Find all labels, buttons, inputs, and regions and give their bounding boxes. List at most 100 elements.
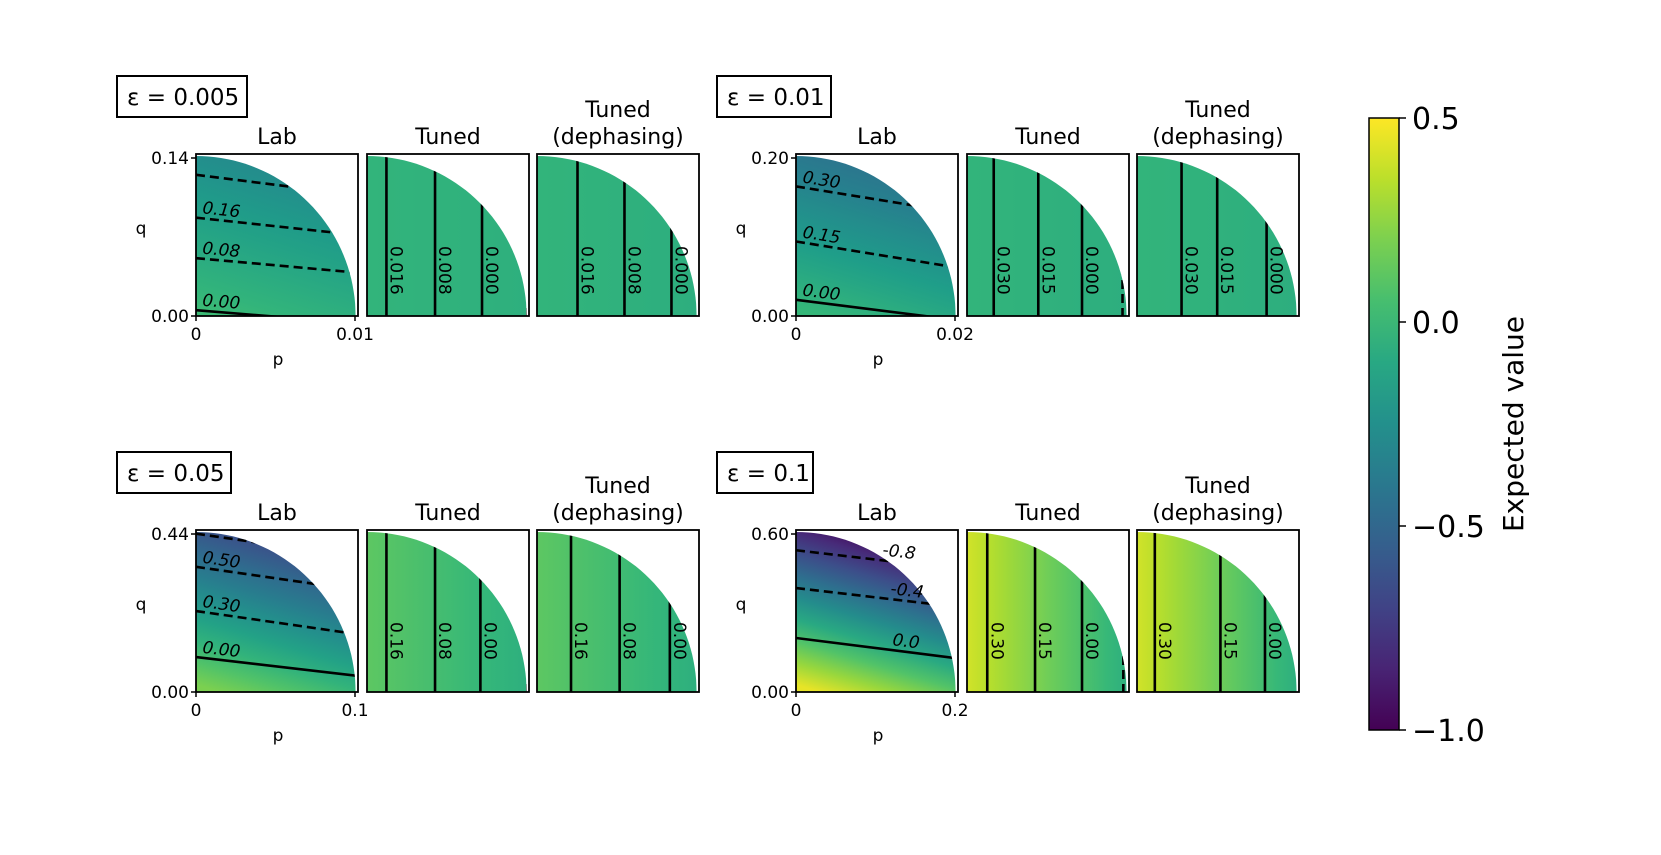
panel-frame bbox=[1136, 153, 1300, 317]
contour-label: 0.030 bbox=[993, 246, 1013, 295]
contour-label: 0.008 bbox=[623, 246, 643, 295]
panel-3-3: 0.16 0.08 0.00 Tuned(dephasing) bbox=[536, 474, 700, 693]
contour-label: -0.8 bbox=[881, 540, 916, 564]
contour-label: 0.15 bbox=[1034, 622, 1054, 660]
contour-line bbox=[796, 636, 956, 660]
heatmap-region bbox=[967, 156, 1127, 316]
x-tick-label: 0.1 bbox=[341, 701, 368, 721]
y-axis-label: q bbox=[136, 595, 147, 615]
contour-label: 0.016 bbox=[385, 246, 405, 295]
contours bbox=[196, 173, 356, 316]
panel-title: (dephasing) bbox=[1152, 501, 1284, 526]
epsilon-box bbox=[716, 451, 814, 494]
y-tick-label: 0.60 bbox=[751, 525, 789, 545]
contour-label: 0.015 bbox=[1216, 246, 1236, 295]
contour-label: 0.015 bbox=[1037, 246, 1057, 295]
heatmap-region bbox=[967, 532, 1127, 692]
contour-label: 0.30 bbox=[1154, 622, 1174, 660]
heatmap-region bbox=[796, 156, 956, 316]
panel-4-3: 0.30 0.15 0.00 Tuned(dephasing) bbox=[1136, 474, 1300, 693]
contour-line bbox=[196, 308, 356, 316]
contour-label: 0.16 bbox=[570, 622, 590, 660]
epsilon-label: ε = 0.01 bbox=[727, 85, 825, 111]
contour-label: 0.16 bbox=[201, 198, 241, 222]
panel-frame bbox=[795, 153, 959, 317]
panel-frame bbox=[966, 529, 1130, 693]
contour-label: 0.00 bbox=[1081, 622, 1101, 660]
contour-label: 0.016 bbox=[577, 246, 597, 295]
panel-2-3: 0.030 0.015 0.000 Tuned(dephasing) bbox=[1136, 98, 1300, 317]
contour-label: 0.000 bbox=[670, 246, 690, 295]
x-tick-label: 0.2 bbox=[941, 701, 968, 721]
colorbar-tick-label: 0.5 bbox=[1412, 102, 1460, 137]
colorbar-tick-label: 0.0 bbox=[1412, 306, 1460, 341]
panel-title: Tuned bbox=[1014, 125, 1080, 150]
x-tick-label: 0 bbox=[191, 325, 202, 345]
colorbar-label: Expected value bbox=[1497, 316, 1530, 532]
epsilon-label: ε = 0.1 bbox=[727, 461, 810, 487]
contour-label: 0.16 bbox=[385, 622, 405, 660]
contour-label: 0.000 bbox=[1081, 246, 1101, 295]
heatmap-region bbox=[537, 532, 697, 692]
contour-line bbox=[196, 655, 356, 678]
panel-title: Tuned bbox=[1184, 98, 1250, 123]
colorbar-ticks: 0.5 0.0 −0.5 −1.0 bbox=[1399, 102, 1485, 749]
y-axis-label: q bbox=[736, 595, 747, 615]
contour-label: -0.4 bbox=[889, 579, 924, 603]
x-tick-label: 0 bbox=[791, 325, 802, 345]
y-tick-label: 0.20 bbox=[751, 149, 789, 169]
contour-label: 0.000 bbox=[481, 246, 501, 295]
heatmap-region bbox=[367, 156, 527, 316]
panel-frame bbox=[195, 153, 359, 317]
heatmap-region bbox=[196, 156, 356, 316]
contour-label: 0.08 bbox=[434, 622, 454, 660]
x-axis-label: p bbox=[273, 726, 284, 746]
contours bbox=[796, 185, 956, 316]
panel-title: Tuned bbox=[1014, 501, 1080, 526]
contour-label: 0.000 bbox=[1266, 246, 1286, 295]
contour-label: 0.15 bbox=[1219, 622, 1239, 660]
colorbar-gradient bbox=[1368, 117, 1400, 731]
x-tick-label: 0 bbox=[191, 701, 202, 721]
heatmap-region bbox=[1137, 532, 1297, 692]
contours bbox=[196, 532, 356, 678]
x-tick-label: 0.02 bbox=[936, 325, 974, 345]
panel-title: Tuned bbox=[1184, 474, 1250, 499]
y-tick-label: 0.00 bbox=[751, 683, 789, 703]
contour-label: 0.30 bbox=[986, 622, 1006, 660]
panel-frame bbox=[795, 529, 959, 693]
contour-label: 0.00 bbox=[201, 638, 241, 662]
contour-label: 0.08 bbox=[619, 622, 639, 660]
epsilon-box bbox=[116, 451, 232, 494]
y-axis-label: q bbox=[736, 219, 747, 239]
contour-label: 0.00 bbox=[479, 622, 499, 660]
contour-label: 0.00 bbox=[801, 281, 841, 306]
panel-frame bbox=[966, 153, 1130, 317]
panel-title: (dephasing) bbox=[552, 125, 684, 150]
panel-title: Lab bbox=[857, 125, 897, 150]
panel-4-1: 0.0 -0.4 -0.8 Lab 0.60 0.000 0.2 q p bbox=[736, 501, 969, 746]
panel-frame bbox=[536, 153, 700, 317]
y-axis-label: q bbox=[136, 219, 147, 239]
contour-label: 0.00 bbox=[669, 622, 689, 660]
panel-4-2: 0.30 0.15 0.00 Tuned bbox=[966, 501, 1130, 693]
x-tick-label: 0.01 bbox=[336, 325, 374, 345]
y-tick-label: 0.00 bbox=[151, 683, 189, 703]
contour-label: 0.08 bbox=[202, 239, 242, 262]
x-axis-label: p bbox=[873, 350, 884, 370]
contour-label: 0.0 bbox=[891, 630, 920, 653]
panel-3-2: 0.16 0.08 0.00 Tuned bbox=[366, 501, 530, 693]
epsilon-label: ε = 0.005 bbox=[127, 85, 239, 111]
epsilon-box bbox=[716, 75, 832, 118]
x-axis-label: p bbox=[273, 350, 284, 370]
panel-title: (dephasing) bbox=[552, 501, 684, 526]
colorbar: 0.5 0.0 −0.5 −1.0 Expected value bbox=[1368, 102, 1530, 749]
y-tick-label: 0.44 bbox=[151, 525, 189, 545]
